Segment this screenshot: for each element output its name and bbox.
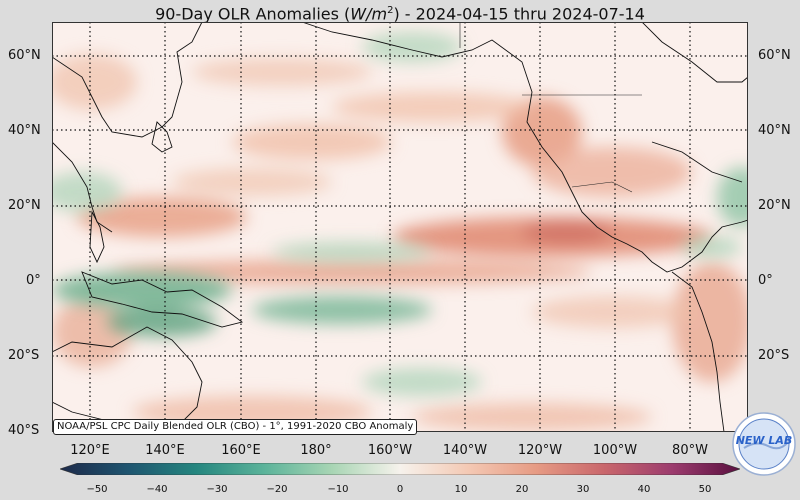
anomaly-blob	[532, 296, 692, 328]
anomaly-blob	[52, 54, 137, 110]
title-unit: W/m	[350, 4, 388, 24]
lat-label-40n-left: 40°N	[8, 123, 41, 138]
colorbar-tick-label: 50	[698, 484, 712, 495]
anomaly-blob	[272, 242, 432, 262]
anomaly-blob	[172, 168, 332, 196]
coastline-south-america-west	[671, 271, 725, 432]
lon-label-160e: 160°E	[221, 443, 261, 458]
map-title: 90-Day OLR Anomalies (W/m2) - 2024-04-15…	[0, 0, 800, 24]
colorbar-tick-label: −20	[266, 484, 288, 495]
anomaly-blob	[332, 92, 532, 122]
colorbar-tick-label: 30	[576, 484, 590, 495]
anomaly-blob	[362, 32, 462, 62]
lat-label-40n-right: 40°N	[758, 123, 791, 138]
coastline-china	[52, 141, 113, 233]
anomaly-blob	[52, 297, 132, 367]
colorbar-tick-label: −40	[146, 484, 168, 495]
lat-label-0-right: 0°	[758, 273, 773, 288]
border-us-mexico	[571, 181, 633, 193]
coastline-canada-east	[641, 22, 748, 83]
coastline-philippines	[89, 210, 105, 264]
lon-label-100w: 100°W	[592, 443, 638, 458]
colorbar-tick-label: 20	[515, 484, 529, 495]
colorbar-tick-label: −50	[86, 484, 108, 495]
colorbar-tick-label: −10	[327, 484, 349, 495]
anomaly-blob	[252, 296, 432, 324]
anomaly-blob	[682, 237, 742, 257]
anomaly-blob	[502, 97, 582, 167]
colorbar-bar	[60, 463, 740, 475]
lat-label-60n-right: 60°N	[758, 48, 791, 63]
colorbar-tick-label: 10	[454, 484, 468, 495]
map-canvas	[52, 22, 748, 432]
lon-label-160w: 160°W	[367, 443, 413, 458]
logo-wave	[743, 441, 789, 450]
lon-label-180: 180°	[300, 443, 332, 458]
lat-label-20s-right: 20°S	[758, 348, 790, 363]
anomaly-blob	[532, 147, 692, 197]
lat-label-60n-left: 60°N	[8, 48, 41, 63]
anomaly-blob	[52, 172, 122, 212]
anomaly-blob	[107, 307, 217, 337]
anomaly-blob	[362, 368, 482, 396]
colorbar-tick-label: 0	[396, 484, 404, 495]
title-unit-exponent: 2	[387, 5, 394, 16]
lon-label-120w: 120°W	[517, 443, 563, 458]
gridlines	[52, 22, 748, 432]
anomaly-blob	[717, 167, 748, 227]
colorbar	[60, 463, 740, 475]
logo-text: NEW LAB	[736, 434, 793, 447]
lon-label-140w: 140°W	[442, 443, 488, 458]
anomaly-blob	[232, 124, 392, 160]
lon-label-120e: 120°E	[70, 443, 110, 458]
lat-label-40s-left: 40°S	[8, 423, 40, 438]
colorbar-tick-label: 40	[637, 484, 651, 495]
anomaly-blob	[77, 197, 247, 237]
data-source-credit: NOAA/PSL CPC Daily Blended OLR (CBO) - 1…	[53, 419, 418, 435]
lon-label-140e: 140°E	[145, 443, 185, 458]
anomaly-blob	[52, 272, 232, 308]
noaa-psl-logo: NEW LAB	[732, 412, 796, 476]
lat-label-0-left: 0°	[26, 273, 41, 288]
negative-anomaly-field	[52, 32, 748, 396]
anomaly-blob	[112, 260, 592, 284]
anomaly-blob	[522, 220, 612, 244]
olr-anomaly-map	[52, 22, 748, 432]
title-suffix: ) - 2024-04-15 thru 2024-07-14	[393, 4, 645, 24]
lat-label-20n-right: 20°N	[758, 198, 791, 213]
title-prefix: 90-Day OLR Anomalies (	[155, 4, 351, 24]
lat-label-20s-left: 20°S	[8, 348, 40, 363]
colorbar-tick-label: −30	[206, 484, 228, 495]
anomaly-blob	[412, 403, 652, 431]
coastline-north-america-west	[301, 22, 748, 273]
lat-label-20n-left: 20°N	[8, 198, 41, 213]
political-borders	[459, 22, 642, 193]
anomaly-blob	[192, 58, 372, 86]
anomaly-blob	[672, 262, 748, 382]
coastline-gulf	[651, 141, 743, 183]
lon-label-80w: 80°W	[672, 443, 708, 458]
